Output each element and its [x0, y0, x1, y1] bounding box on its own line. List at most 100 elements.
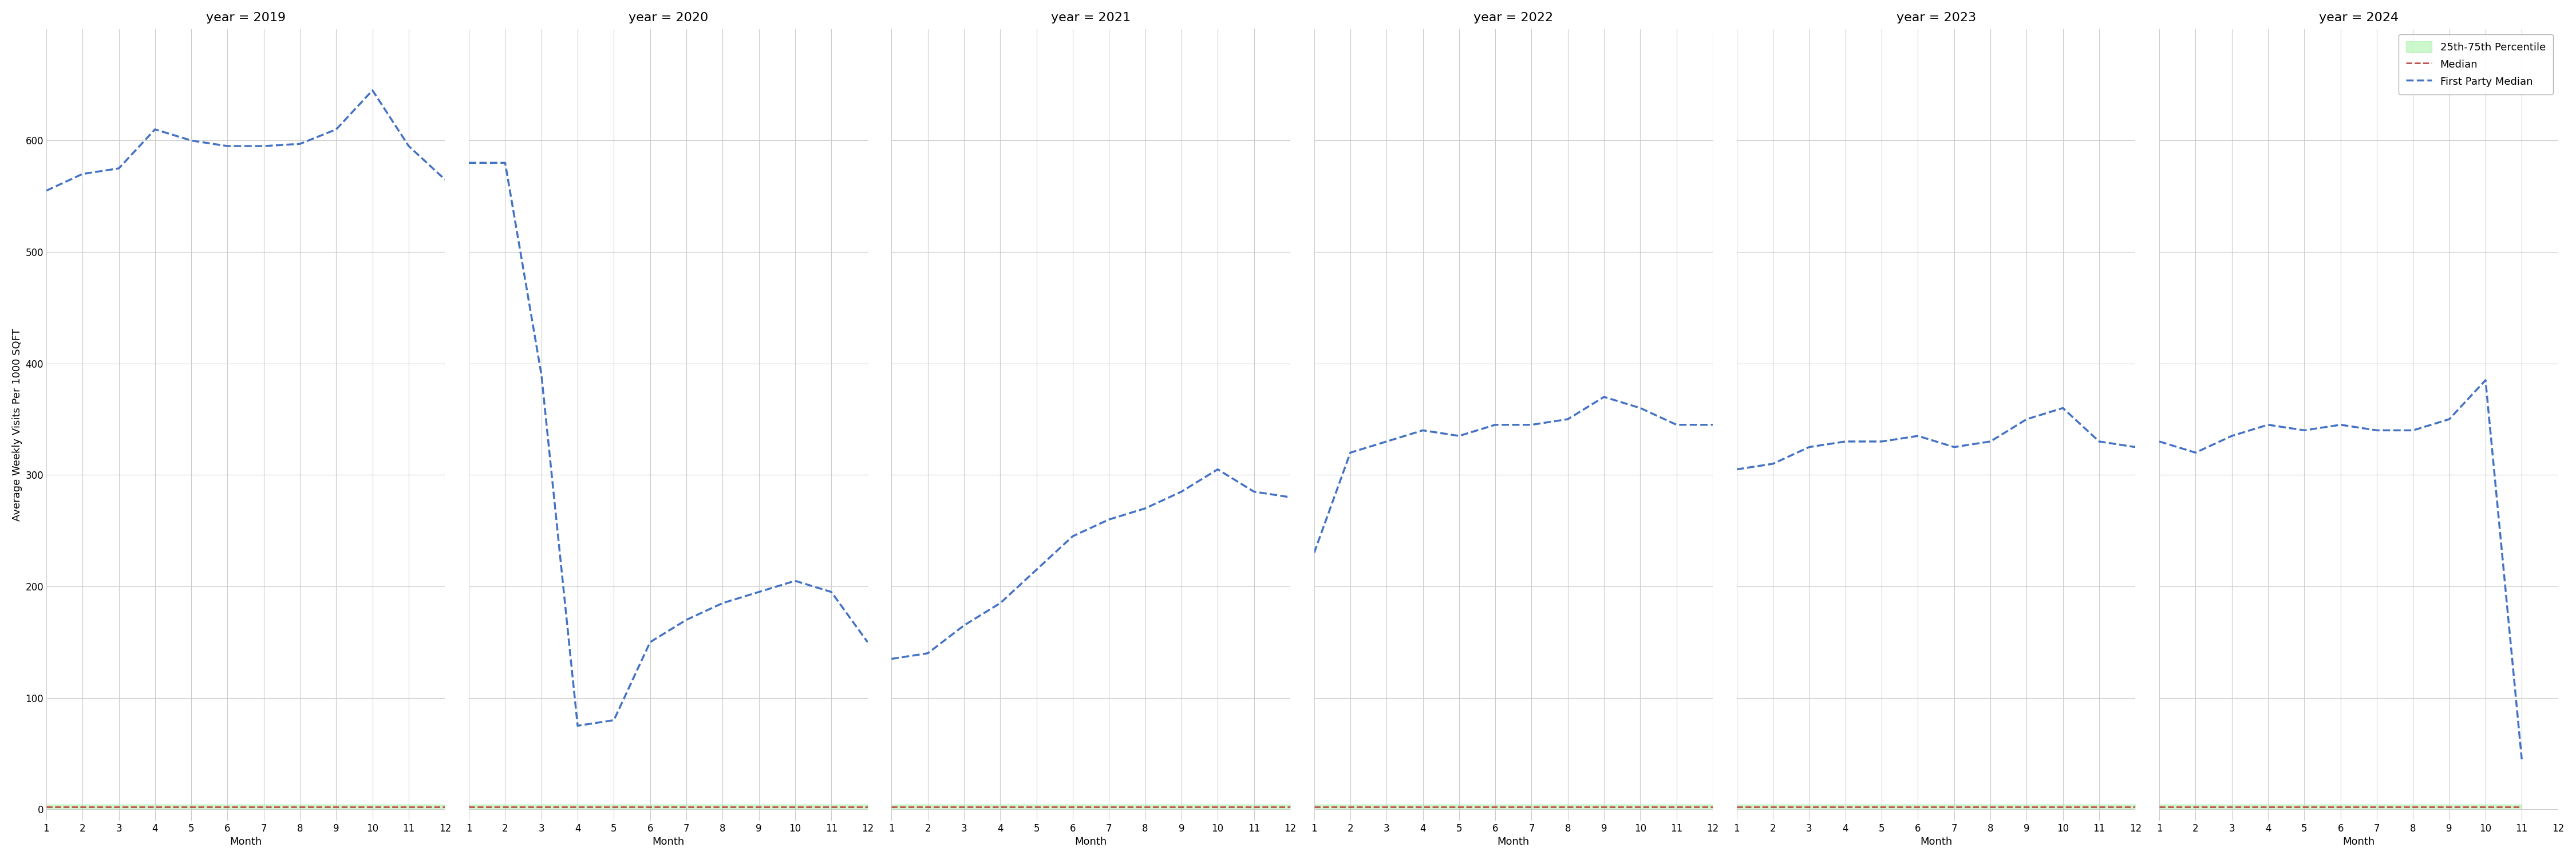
First Party Median [2398, 425, 2429, 436]
First Party Median [1517, 419, 1548, 430]
X-axis label: Month: Month [1919, 837, 1953, 847]
First Party Median [2362, 425, 2393, 436]
Median [1625, 802, 1656, 813]
First Party Median [1479, 419, 1510, 430]
First Party Median [2290, 425, 2321, 436]
First Party Median [526, 369, 556, 380]
Line: First Party Median: First Party Median [891, 469, 1291, 659]
X-axis label: Month: Month [229, 837, 263, 847]
Median [1721, 802, 1752, 813]
First Party Median [394, 141, 425, 151]
First Party Median [103, 163, 134, 174]
Median [358, 802, 389, 813]
Median [1239, 802, 1270, 813]
Line: First Party Median: First Party Median [46, 90, 446, 191]
Median [2434, 802, 2465, 813]
First Party Median [2326, 419, 2357, 430]
Median [2398, 802, 2429, 813]
First Party Median [67, 169, 98, 180]
First Party Median [1904, 430, 1935, 441]
First Party Median [247, 141, 278, 151]
First Party Median [781, 576, 811, 586]
Median [1334, 802, 1365, 813]
Median [912, 802, 943, 813]
Median [1553, 802, 1584, 813]
First Party Median [708, 598, 739, 608]
First Party Median [670, 615, 701, 625]
Median [2506, 802, 2537, 813]
Line: First Party Median: First Party Median [1314, 397, 1713, 553]
Median [2084, 802, 2115, 813]
Median [1443, 802, 1473, 813]
First Party Median [598, 715, 629, 725]
Median [2215, 802, 2246, 813]
Median [67, 802, 98, 813]
First Party Median [1167, 486, 1198, 497]
First Party Median [1757, 459, 1788, 469]
Title: year = 2020: year = 2020 [629, 12, 708, 23]
First Party Median [1092, 515, 1123, 525]
First Party Median [2012, 414, 2043, 424]
First Party Median [1589, 392, 1620, 402]
First Party Median [2251, 419, 2282, 430]
Title: year = 2022: year = 2022 [1473, 12, 1553, 23]
First Party Median [1976, 436, 2007, 447]
Median [2326, 802, 2357, 813]
Median [2290, 802, 2321, 813]
Median [2143, 802, 2174, 813]
First Party Median [1334, 448, 1365, 458]
Median [1829, 802, 1860, 813]
First Party Median [1625, 403, 1656, 413]
Median [1167, 802, 1198, 813]
Median [394, 802, 425, 813]
Median [1976, 802, 2007, 813]
X-axis label: Month: Month [1074, 837, 1108, 847]
X-axis label: Month: Month [1497, 837, 1530, 847]
Median [31, 802, 62, 813]
First Party Median [2434, 414, 2465, 424]
Median [984, 802, 1015, 813]
Title: year = 2023: year = 2023 [1896, 12, 1976, 23]
First Party Median [948, 620, 979, 631]
First Party Median [817, 587, 848, 597]
Legend: 25th-75th Percentile, Median, First Party Median: 25th-75th Percentile, Median, First Part… [2398, 34, 2553, 94]
Median [1020, 802, 1051, 813]
Median [1275, 802, 1306, 813]
Median [1131, 802, 1162, 813]
First Party Median [1443, 430, 1473, 441]
First Party Median [430, 174, 461, 185]
X-axis label: Month: Month [652, 837, 685, 847]
Median [1698, 802, 1728, 813]
First Party Median [211, 141, 242, 151]
First Party Median [2120, 442, 2151, 452]
First Party Median [2506, 754, 2537, 765]
First Party Median [744, 587, 775, 597]
Median [2362, 802, 2393, 813]
Median [1662, 802, 1692, 813]
Median [1406, 802, 1437, 813]
Median [876, 802, 907, 813]
Title: year = 2021: year = 2021 [1051, 12, 1131, 23]
First Party Median [1793, 442, 1824, 452]
Median [453, 802, 484, 813]
Median [2048, 802, 2079, 813]
Median [1056, 802, 1087, 813]
Median [634, 802, 665, 813]
First Party Median [1131, 503, 1162, 514]
Median [1370, 802, 1401, 813]
Title: year = 2024: year = 2024 [2318, 12, 2398, 23]
Median [2012, 802, 2043, 813]
Median [1793, 802, 1824, 813]
First Party Median [1020, 564, 1051, 575]
Median [526, 802, 556, 813]
First Party Median [175, 136, 206, 146]
First Party Median [139, 125, 170, 135]
First Party Median [322, 125, 353, 135]
Median [1865, 802, 1896, 813]
First Party Median [984, 598, 1015, 608]
Median [1092, 802, 1123, 813]
First Party Median [1940, 442, 1971, 452]
Line: First Party Median: First Party Median [469, 163, 868, 726]
First Party Median [634, 637, 665, 648]
First Party Median [1865, 436, 1896, 447]
